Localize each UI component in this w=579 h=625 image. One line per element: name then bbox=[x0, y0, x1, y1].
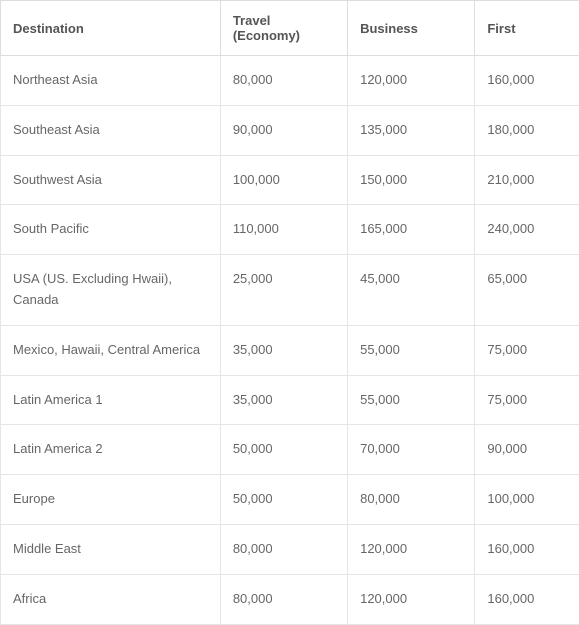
cell-first: 90,000 bbox=[475, 425, 579, 475]
table-row: Europe 50,000 80,000 100,000 bbox=[1, 475, 579, 525]
cell-first: 75,000 bbox=[475, 325, 579, 375]
cell-economy: 35,000 bbox=[220, 375, 347, 425]
table-body: Northeast Asia 80,000 120,000 160,000 So… bbox=[1, 56, 579, 625]
cell-economy: 35,000 bbox=[220, 325, 347, 375]
cell-first: 180,000 bbox=[475, 105, 579, 155]
cell-business: 45,000 bbox=[348, 255, 475, 326]
cell-first: 65,000 bbox=[475, 255, 579, 326]
cell-business: 55,000 bbox=[348, 325, 475, 375]
cell-destination: Africa bbox=[1, 574, 221, 624]
cell-business: 120,000 bbox=[348, 574, 475, 624]
cell-destination: Europe bbox=[1, 475, 221, 525]
cell-business: 150,000 bbox=[348, 155, 475, 205]
cell-economy: 80,000 bbox=[220, 56, 347, 106]
cell-first: 210,000 bbox=[475, 155, 579, 205]
cell-economy: 110,000 bbox=[220, 205, 347, 255]
cell-first: 75,000 bbox=[475, 375, 579, 425]
cell-first: 160,000 bbox=[475, 56, 579, 106]
cell-first: 240,000 bbox=[475, 205, 579, 255]
col-header-first: First bbox=[475, 1, 579, 56]
cell-destination: Mexico, Hawaii, Central America bbox=[1, 325, 221, 375]
col-header-destination: Destination bbox=[1, 1, 221, 56]
col-header-economy: Travel (Economy) bbox=[220, 1, 347, 56]
cell-destination: USA (US. Excluding Hwaii), Canada bbox=[1, 255, 221, 326]
cell-economy: 50,000 bbox=[220, 425, 347, 475]
cell-economy: 100,000 bbox=[220, 155, 347, 205]
table-row: Middle East 80,000 120,000 160,000 bbox=[1, 524, 579, 574]
cell-destination: Southeast Asia bbox=[1, 105, 221, 155]
table-header-row: Destination Travel (Economy) Business Fi… bbox=[1, 1, 579, 56]
table-row: Latin America 1 35,000 55,000 75,000 bbox=[1, 375, 579, 425]
table-row: Southeast Asia 90,000 135,000 180,000 bbox=[1, 105, 579, 155]
table-row: Southwest Asia 100,000 150,000 210,000 bbox=[1, 155, 579, 205]
cell-destination: Southwest Asia bbox=[1, 155, 221, 205]
cell-destination: Middle East bbox=[1, 524, 221, 574]
cell-economy: 80,000 bbox=[220, 524, 347, 574]
cell-economy: 80,000 bbox=[220, 574, 347, 624]
cell-business: 165,000 bbox=[348, 205, 475, 255]
cell-destination: Latin America 2 bbox=[1, 425, 221, 475]
cell-economy: 90,000 bbox=[220, 105, 347, 155]
table-row: Mexico, Hawaii, Central America 35,000 5… bbox=[1, 325, 579, 375]
cell-first: 160,000 bbox=[475, 524, 579, 574]
cell-economy: 25,000 bbox=[220, 255, 347, 326]
cell-business: 120,000 bbox=[348, 524, 475, 574]
cell-business: 120,000 bbox=[348, 56, 475, 106]
cell-first: 100,000 bbox=[475, 475, 579, 525]
col-header-business: Business bbox=[348, 1, 475, 56]
table-row: Africa 80,000 120,000 160,000 bbox=[1, 574, 579, 624]
cell-first: 160,000 bbox=[475, 574, 579, 624]
cell-destination: South Pacific bbox=[1, 205, 221, 255]
cell-business: 55,000 bbox=[348, 375, 475, 425]
table-row: USA (US. Excluding Hwaii), Canada 25,000… bbox=[1, 255, 579, 326]
cell-business: 70,000 bbox=[348, 425, 475, 475]
cell-business: 80,000 bbox=[348, 475, 475, 525]
table-row: South Pacific 110,000 165,000 240,000 bbox=[1, 205, 579, 255]
cell-destination: Northeast Asia bbox=[1, 56, 221, 106]
cell-economy: 50,000 bbox=[220, 475, 347, 525]
cell-destination: Latin America 1 bbox=[1, 375, 221, 425]
table-row: Northeast Asia 80,000 120,000 160,000 bbox=[1, 56, 579, 106]
cell-business: 135,000 bbox=[348, 105, 475, 155]
table-row: Latin America 2 50,000 70,000 90,000 bbox=[1, 425, 579, 475]
fare-table: Destination Travel (Economy) Business Fi… bbox=[0, 0, 579, 625]
